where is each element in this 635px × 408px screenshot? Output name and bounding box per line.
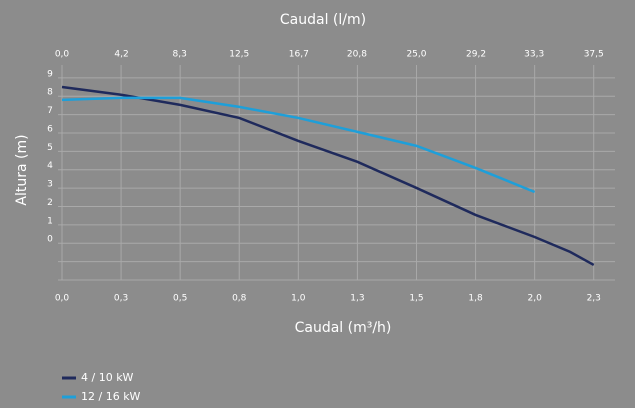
y-tick-label: 3	[47, 180, 53, 190]
x2-tick-label: 12,5	[229, 50, 249, 60]
x-axis-title: Caudal (m³/h)	[295, 320, 392, 336]
y-tick-label: 9	[47, 69, 53, 79]
x-tick-label: 2,0	[527, 294, 542, 304]
legend-label: 4 / 10 kW	[81, 371, 134, 384]
x2-tick-label: 37,5	[584, 50, 604, 60]
x-tick-label: 2,3	[587, 294, 601, 304]
x2-tick-label: 8,3	[173, 50, 187, 60]
x2-tick-label: 29,2	[466, 50, 486, 60]
x2-tick-label: 33,3	[524, 50, 544, 60]
y-tick-label: 8	[47, 88, 53, 98]
x2-tick-label: 25,0	[406, 50, 426, 60]
y-axis-title: Altura (m)	[14, 134, 30, 205]
y-tick-label: 0	[47, 235, 53, 245]
x2-tick-label: 20,8	[347, 50, 367, 60]
x-tick-label: 1,5	[409, 294, 423, 304]
x-tick-label: 0,3	[114, 294, 128, 304]
x-tick-label: 1,3	[350, 294, 364, 304]
y-tick-label: 6	[47, 124, 53, 134]
y-tick-label: 7	[47, 106, 53, 116]
x-tick-label: 0,5	[173, 294, 187, 304]
x-tick-label: 0,0	[55, 294, 70, 304]
x-tick-label: 0,8	[232, 294, 247, 304]
legend-label: 12 / 16 kW	[81, 390, 141, 403]
x2-tick-label: 0,0	[55, 50, 70, 60]
y-tick-label: 4	[47, 161, 53, 171]
x2-tick-label: 16,7	[289, 50, 309, 60]
x-tick-label: 1,0	[291, 294, 306, 304]
y-tick-label: 5	[47, 143, 53, 153]
x2-axis-title: Caudal (l/m)	[280, 12, 366, 28]
series-line	[61, 85, 595, 267]
y-tick-label: 2	[47, 198, 53, 208]
y-tick-label: 1	[47, 216, 53, 226]
x-tick-label: 1,8	[468, 294, 483, 304]
x2-tick-label: 4,2	[114, 50, 128, 60]
